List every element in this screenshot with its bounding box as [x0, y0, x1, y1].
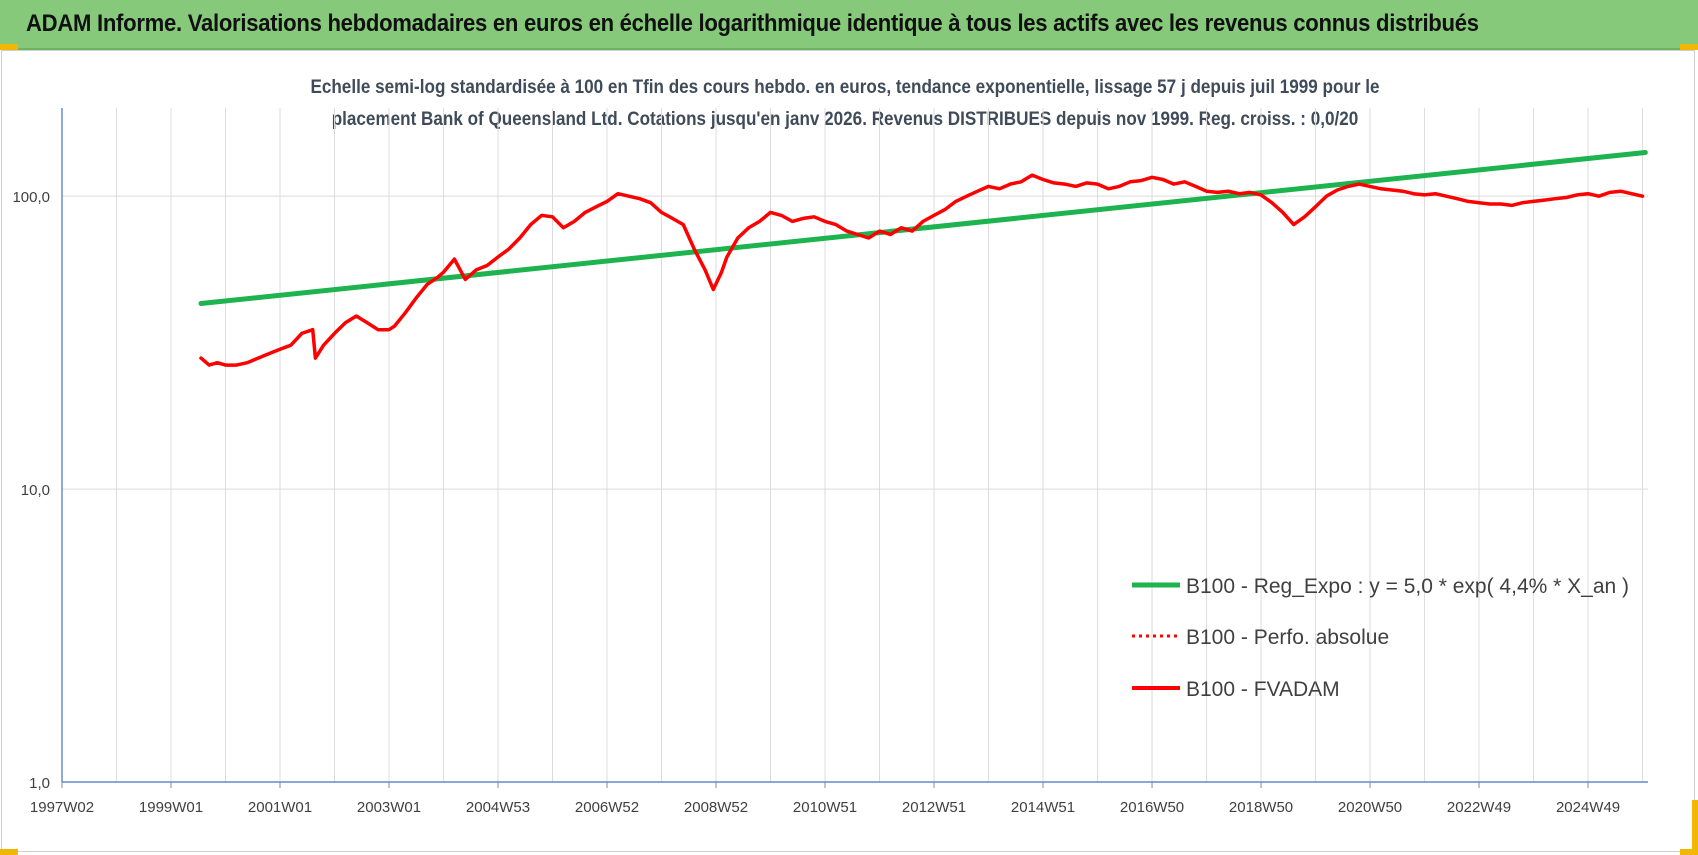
title-banner: ADAM Informe. Valorisations hebdomadaire…: [0, 0, 1698, 50]
x-tick-label: 2004W53: [466, 799, 530, 816]
x-tick-label: 2006W52: [575, 799, 639, 816]
corner-mark: [0, 849, 18, 855]
corner-mark: [1680, 849, 1698, 855]
series-line-2: [199, 173, 1645, 367]
x-tick-label: 2024W49: [1556, 799, 1620, 816]
legend-label: B100 - Perfo. absolue: [1186, 626, 1389, 649]
x-tick-label: 1997W02: [30, 799, 94, 816]
chart-subtitle-line-2: placement Bank of Queensland Ltd. Cotati…: [331, 109, 1359, 130]
chart-subtitle-line-1: Echelle semi-log standardisée à 100 en T…: [310, 77, 1380, 98]
legend-label: B100 - Reg_Expo : y = 5,0 * exp( 4,4% * …: [1186, 575, 1629, 598]
y-tick-label: 100,0: [12, 189, 50, 206]
series-line-0: [198, 150, 1648, 306]
x-tick-label: 2012W51: [902, 799, 966, 816]
x-tick-label: 2016W50: [1120, 799, 1184, 816]
x-tick-label: 2014W51: [1011, 799, 1075, 816]
corner-mark: [0, 44, 18, 50]
x-tick-label: 2003W01: [357, 799, 421, 816]
x-tick-label: 2020W50: [1338, 799, 1402, 816]
x-tick-label: 2022W49: [1447, 799, 1511, 816]
banner-title: ADAM Informe. Valorisations hebdomadaire…: [26, 10, 1479, 37]
y-tick-label: 1,0: [29, 775, 50, 792]
chart-frame: [1, 50, 1695, 852]
legend-label: B100 - FVADAM: [1186, 678, 1340, 701]
x-tick-label: 2001W01: [248, 799, 312, 816]
x-tick-label: 2018W50: [1229, 799, 1293, 816]
corner-mark: [1680, 44, 1698, 50]
y-tick-label: 10,0: [21, 482, 50, 499]
x-tick-label: 2008W52: [684, 799, 748, 816]
x-tick-label: 2010W51: [793, 799, 857, 816]
x-tick-label: 1999W01: [139, 799, 203, 816]
corner-mark: [1692, 800, 1698, 855]
